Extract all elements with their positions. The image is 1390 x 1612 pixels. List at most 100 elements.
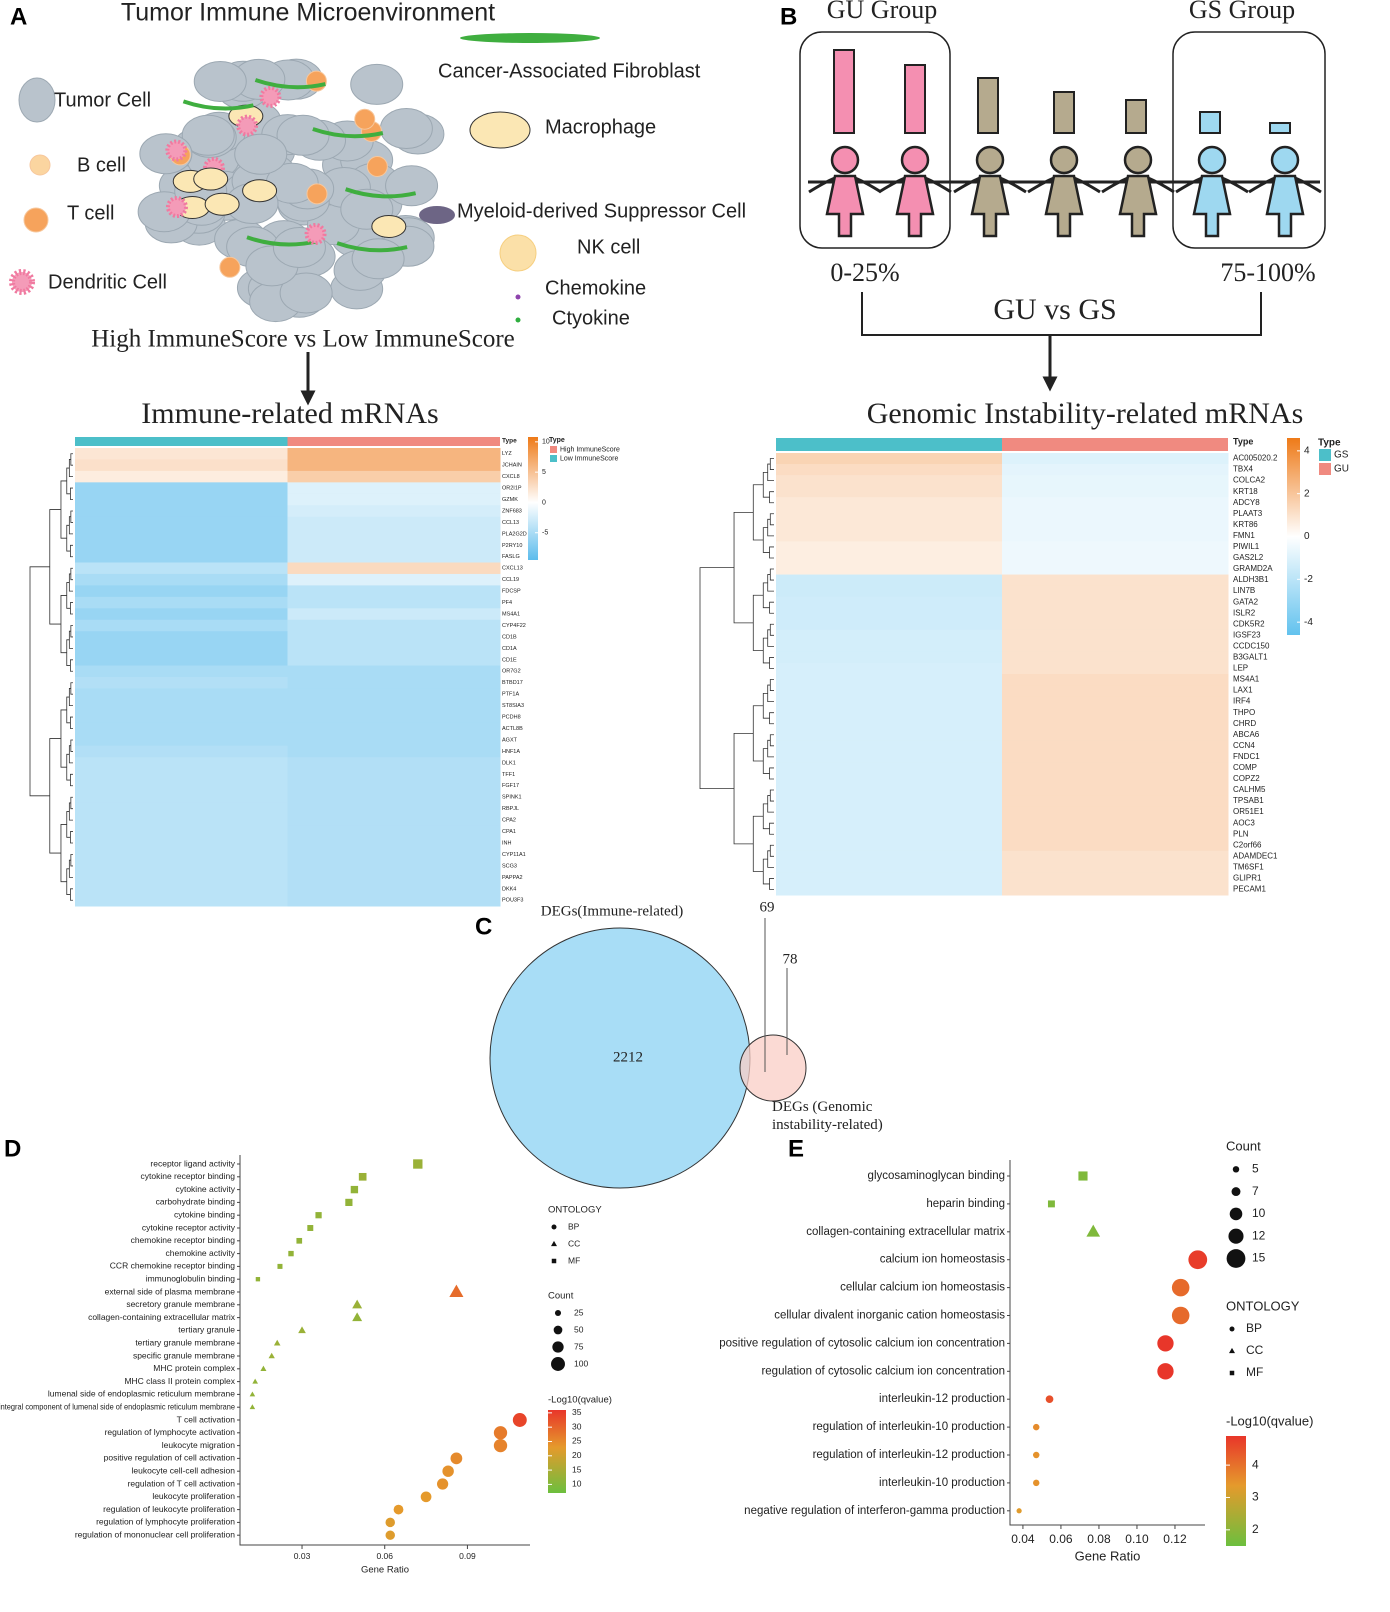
y-tick-label: secretory granule membrane [126, 1299, 235, 1309]
y-tick-label: regulation of lymphocyte activation [105, 1427, 236, 1437]
tumor-cell [385, 165, 439, 207]
gene-label: ADAMDEC1 [1233, 851, 1278, 860]
heat-cell [1002, 596, 1229, 609]
x-tick-label: 0.03 [294, 1551, 311, 1561]
dendrogram [769, 679, 774, 691]
legend-title: -Log10(qvalue) [1226, 1413, 1313, 1428]
dot [273, 1339, 281, 1346]
cell-label: Dendritic Cell [48, 271, 167, 293]
heat-cell [287, 448, 501, 460]
gene-label: CCN4 [1233, 741, 1255, 750]
colorbar-tick-label: -4 [1304, 617, 1313, 628]
colorbar-tick-label: 2 [1304, 488, 1310, 499]
heat-cell [75, 791, 288, 804]
heat-cell [776, 839, 1003, 852]
size-key [554, 1309, 562, 1317]
y-tick-label: negative regulation of interferon-gamma … [744, 1505, 1005, 1517]
heat-cell [287, 734, 501, 747]
annotation-label: Type [1233, 436, 1253, 446]
heat-cell [75, 596, 288, 609]
y-tick-label: collagen-containing extracellular matrix [88, 1312, 236, 1322]
dot [436, 1478, 449, 1490]
heat-cell [776, 453, 1003, 465]
heat-cell [287, 528, 501, 541]
x-tick-label: 0.06 [376, 1551, 393, 1561]
legend-label: 75 [574, 1341, 584, 1351]
heat-cell [75, 493, 288, 506]
gene-label: ST8SIA3 [502, 703, 524, 709]
dot [345, 1198, 353, 1206]
heat-cell [75, 837, 288, 850]
y-tick-label: specific granule membrane [133, 1350, 235, 1360]
gene-label: PTF1A [502, 692, 519, 698]
gene-label: FASLG [502, 554, 520, 560]
y-tick-label: integral component of lumenal side of en… [0, 1401, 235, 1411]
gene-label: B3GALT1 [1233, 653, 1268, 662]
tumor-cell [379, 108, 433, 150]
dendrogram [767, 795, 774, 813]
dendrogram [752, 484, 764, 541]
dot [277, 1263, 283, 1269]
heat-cell [287, 608, 501, 621]
dot [352, 1312, 363, 1322]
y-tick-label: receptor ligand activity [150, 1158, 235, 1168]
x-tick-label: 0.08 [1087, 1532, 1111, 1546]
heat-cell [776, 828, 1003, 841]
dendrogram [752, 594, 764, 651]
legend-title: Count [548, 1291, 574, 1302]
macrophage [204, 192, 240, 216]
dendrogram [752, 705, 764, 762]
gene-label: GAS2L2 [1233, 553, 1264, 562]
heat-cell [287, 677, 501, 689]
heat-cell [287, 585, 501, 598]
gene-label: PLAAT3 [1233, 509, 1263, 518]
dot [1047, 1200, 1055, 1208]
legend-icon [29, 154, 51, 176]
dendrogram [762, 527, 770, 553]
gene-label: COMP [1233, 763, 1257, 772]
legend-title: ONTOLOGY [1226, 1298, 1300, 1313]
heat-cell [75, 757, 288, 770]
heat-cell [776, 662, 1003, 675]
legend-swatch [1319, 463, 1331, 475]
dot [1032, 1479, 1040, 1487]
y-tick-label: positive regulation of cytosolic calcium… [719, 1337, 1005, 1349]
colorbar-tick-label: 5 [542, 469, 546, 476]
heat-cell [776, 640, 1003, 653]
heat-cell [1002, 585, 1229, 598]
dendrogram [60, 824, 67, 883]
heat-cell [1002, 707, 1229, 719]
colorbar [528, 437, 538, 560]
y-tick-label: tertiary granule membrane [135, 1337, 235, 1347]
dendrogram [767, 518, 774, 537]
heat-cell [1002, 806, 1229, 819]
y-tick-label: carbohydrate binding [156, 1197, 236, 1207]
heat-cell [75, 871, 288, 884]
heat-cell [287, 848, 501, 861]
y-tick-label: leukocyte cell-cell adhesion [132, 1465, 236, 1475]
gene-label: AGXT [502, 737, 518, 743]
tumor-cell [351, 238, 405, 280]
heat-cell [1002, 629, 1229, 642]
dendrogram [769, 844, 774, 857]
y-tick-label: regulation of lymphocyte proliferation [96, 1517, 235, 1527]
dot [307, 1225, 314, 1231]
y-tick-label: cytokine receptor activity [142, 1222, 236, 1232]
colorbar [1226, 1436, 1246, 1546]
heat-cell [75, 814, 288, 827]
gene-label: HNF1A [502, 749, 520, 755]
gene-label: ADCY8 [1233, 498, 1260, 507]
dendrogram [70, 487, 73, 500]
dendrogram [70, 625, 73, 638]
cell-label: Myeloid-derived Suppressor Cell [457, 200, 746, 222]
gene-label: SPINK1 [502, 795, 522, 801]
dendrogram [66, 868, 71, 895]
legend-label: 10 [1252, 1206, 1266, 1220]
heat-cell [287, 871, 501, 884]
bracket [861, 292, 1262, 336]
legend-title: Type [549, 437, 565, 444]
heat-cell [287, 459, 501, 472]
fibroblast [344, 187, 417, 199]
dot [551, 1240, 557, 1247]
y-tick-label: positive regulation of cell activation [104, 1453, 236, 1463]
